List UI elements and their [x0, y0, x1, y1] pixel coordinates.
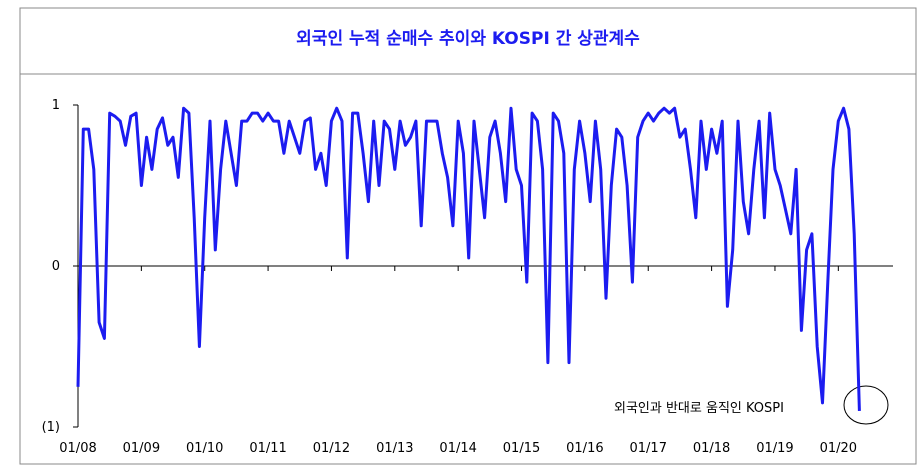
data-line	[76, 106, 861, 411]
chart-title: 외국인 누적 순매수 추이와 KOSPI 간 상관계수	[296, 29, 640, 49]
annotation: 외국인과 반대로 움직인 KOSPI	[614, 401, 784, 416]
x-tick-label: 01/16	[566, 441, 603, 456]
y-tick-label: (1)	[42, 420, 60, 435]
x-tick-label: 01/14	[439, 441, 476, 456]
x-tick-label: 01/10	[186, 441, 223, 456]
y-tick-label: 1	[52, 98, 60, 113]
annotation-circle	[843, 385, 889, 425]
x-tick-label: 01/13	[376, 441, 413, 456]
x-tick-label: 01/19	[756, 441, 793, 456]
x-tick-label: 01/08	[59, 441, 96, 456]
x-tick-label: 01/15	[503, 441, 540, 456]
x-tick-label: 01/17	[630, 441, 667, 456]
x-tick-label: 01/20	[820, 441, 857, 456]
y-tick-label: 0	[52, 259, 60, 274]
x-tick-label: 01/12	[313, 441, 350, 456]
x-tick-label: 01/11	[249, 441, 286, 456]
x-tick-label: 01/09	[123, 441, 160, 456]
x-tick-label: 01/18	[693, 441, 730, 456]
title-box	[19, 7, 917, 75]
